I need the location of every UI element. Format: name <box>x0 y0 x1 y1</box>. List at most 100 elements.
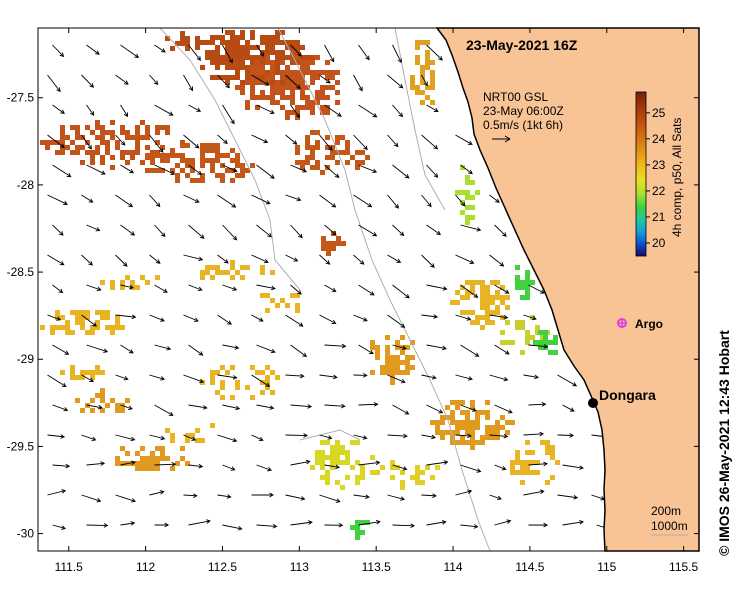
current-arrow <box>324 44 335 63</box>
current-arrow <box>251 314 264 322</box>
current-arrow <box>353 254 365 265</box>
sst-pixel <box>115 140 120 145</box>
current-arrow <box>120 344 134 354</box>
current-arrow <box>489 433 509 439</box>
current-arrow <box>222 164 238 173</box>
sst-pixel <box>40 140 45 145</box>
sst-pixel <box>135 130 140 135</box>
sst-pixel <box>75 398 80 403</box>
sst-pixel <box>545 480 550 485</box>
sst-pixel <box>510 460 515 465</box>
sst-pixel <box>275 100 280 105</box>
sst-pixel <box>215 60 220 65</box>
sst-pixel <box>230 168 235 173</box>
sst-pixel <box>240 50 245 55</box>
sst-pixel <box>295 293 300 298</box>
sst-pixel <box>235 153 240 158</box>
sst-pixel <box>185 46 190 51</box>
sst-pixel <box>290 70 295 75</box>
sst-pixel <box>90 370 95 375</box>
sst-pixel <box>200 438 205 443</box>
sst-pixel <box>140 275 145 280</box>
sst-pixel <box>200 65 205 70</box>
sst-pixel <box>70 375 75 380</box>
sst-pixel <box>70 370 75 375</box>
sst-pixel <box>550 455 555 460</box>
sst-pixel <box>265 45 270 50</box>
sst-pixel <box>325 110 330 115</box>
sst-pixel <box>275 303 280 308</box>
sst-pixel <box>390 475 395 480</box>
sst-pixel <box>265 375 270 380</box>
sst-pixel <box>115 145 120 150</box>
sst-pixel <box>175 41 180 46</box>
sst-pixel <box>235 163 240 168</box>
sst-pixel <box>90 408 95 413</box>
sst-pixel <box>270 100 275 105</box>
sst-pixel <box>515 460 520 465</box>
sst-pixel <box>200 158 205 163</box>
sst-pixel <box>320 440 325 445</box>
sst-pixel <box>245 40 250 45</box>
sst-pixel <box>470 440 475 445</box>
current-arrow <box>183 374 205 384</box>
sst-pixel <box>215 390 220 395</box>
sst-pixel <box>85 140 90 145</box>
sst-pixel <box>130 135 135 140</box>
sst-pixel <box>240 65 245 70</box>
sst-pixel <box>285 65 290 70</box>
sst-pixel <box>220 365 225 370</box>
sst-pixel <box>520 285 525 290</box>
sst-pixel <box>400 470 405 475</box>
sst-pixel <box>305 135 310 140</box>
sst-pixel <box>465 195 470 200</box>
sst-pixel <box>245 45 250 50</box>
current-arrow <box>353 194 373 208</box>
sst-pixel <box>465 215 470 220</box>
sst-pixel <box>225 55 230 60</box>
sst-pixel <box>320 110 325 115</box>
sst-pixel <box>335 140 340 145</box>
current-arrow <box>290 284 302 295</box>
sst-pixel <box>310 155 315 160</box>
current-arrow <box>324 522 344 528</box>
current-arrow <box>217 74 230 89</box>
current-arrow <box>188 519 211 526</box>
current-arrow <box>217 494 232 499</box>
sst-pixel <box>145 461 150 466</box>
sst-pixel <box>490 435 495 440</box>
sst-pixel <box>200 148 205 153</box>
sst-pixel <box>460 165 465 170</box>
sst-pixel <box>95 325 100 330</box>
sst-pixel <box>75 135 80 140</box>
sst-pixel <box>180 168 185 173</box>
sst-pixel <box>480 325 485 330</box>
sst-pixel <box>230 260 235 265</box>
sst-pixel <box>525 295 530 300</box>
sst-pixel <box>220 55 225 60</box>
sst-pixel <box>495 425 500 430</box>
sst-pixel <box>520 280 525 285</box>
sst-pixel <box>235 380 240 385</box>
sst-pixel <box>85 330 90 335</box>
sst-pixel <box>470 420 475 425</box>
lat-tick-label: -29 <box>17 352 35 366</box>
sst-pixel <box>300 60 305 65</box>
current-arrow <box>387 74 404 89</box>
current-legend-time: 23-May 06:00Z <box>483 104 564 118</box>
sst-pixel <box>230 30 235 35</box>
sst-pixel <box>300 105 305 110</box>
sst-pixel <box>100 315 105 320</box>
sst-pixel <box>525 330 530 335</box>
sst-pixel <box>525 280 530 285</box>
current-arrow <box>353 373 368 378</box>
sst-pixel <box>80 310 85 315</box>
sst-pixel <box>240 163 245 168</box>
sst-pixel <box>520 325 525 330</box>
current-arrow <box>217 254 229 264</box>
sst-pixel <box>260 370 265 375</box>
bathy-legend-1000m: 1000m <box>651 519 688 533</box>
current-arrow <box>290 459 311 466</box>
sst-pixel <box>315 450 320 455</box>
sst-pixel <box>200 153 205 158</box>
